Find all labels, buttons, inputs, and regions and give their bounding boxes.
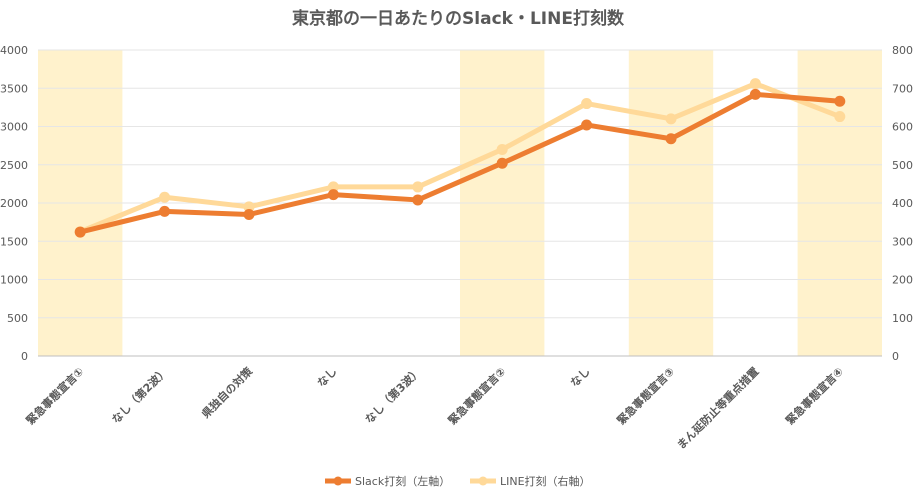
x-axis-categories: 緊急事態宣言① なし（第2波） 県独自の対策 なし なし（第3波） 緊急事態宣言② なし 緊急… — [23, 364, 846, 452]
series-lines — [74, 78, 846, 238]
data-point-slack — [834, 95, 846, 107]
left-y-tick-label: 0 — [21, 350, 28, 363]
legend: Slack打刻（左軸） LINE打刻（右軸） — [325, 474, 591, 488]
data-point-line — [327, 181, 339, 193]
data-point-slack — [74, 226, 86, 238]
right-y-tick-label: 100 — [892, 312, 913, 325]
left-y-tick-label: 4000 — [0, 44, 28, 57]
x-category-label: 緊急事態宣言② — [445, 364, 508, 427]
x-category-label: なし — [568, 365, 593, 390]
right-y-tick-label: 800 — [892, 44, 913, 57]
x-category-label: 緊急事態宣言③ — [614, 364, 677, 427]
series-line-slack — [77, 91, 843, 235]
left-y-axis: 0 500 1000 1500 2000 2500 3000 3500 4000 — [0, 44, 28, 363]
data-point-slack — [412, 194, 424, 206]
left-y-tick-label: 500 — [7, 312, 28, 325]
x-category-label: 緊急事態宣言① — [23, 364, 86, 427]
data-point-line — [243, 201, 255, 213]
x-category-label: まん延防止等重点措置 — [674, 364, 762, 452]
legend-label: Slack打刻（左軸） — [355, 474, 450, 488]
left-y-tick-label: 3000 — [0, 121, 28, 134]
data-point-slack — [496, 157, 508, 169]
left-y-tick-label: 2000 — [0, 197, 28, 210]
x-category-label: なし — [315, 365, 340, 390]
data-point-line — [581, 98, 593, 110]
chart-title: 東京都の一日あたりのSlack・LINE打刻数 — [292, 8, 625, 29]
x-category-label: 県独自の対策 — [199, 364, 256, 421]
right-y-tick-label: 400 — [892, 197, 913, 210]
right-y-tick-label: 500 — [892, 159, 913, 172]
right-y-tick-label: 0 — [892, 350, 899, 363]
data-point-slack — [749, 88, 761, 100]
data-point-line — [665, 113, 677, 125]
x-category-label: 緊急事態宣言④ — [783, 364, 846, 427]
legend-label: LINE打刻（右軸） — [500, 474, 591, 488]
data-point-slack — [665, 133, 677, 145]
data-point-line — [749, 78, 761, 90]
right-y-tick-label: 600 — [892, 121, 913, 134]
data-point-slack — [159, 205, 171, 217]
right-y-tick-label: 300 — [892, 235, 913, 248]
legend-marker — [478, 476, 488, 486]
right-y-tick-label: 200 — [892, 274, 913, 287]
gridlines — [38, 49, 882, 357]
data-point-line — [412, 181, 424, 193]
data-point-line — [834, 111, 846, 123]
left-y-tick-label: 2500 — [0, 159, 28, 172]
legend-marker — [333, 476, 343, 486]
data-point-line — [159, 191, 171, 203]
left-y-tick-label: 3500 — [0, 82, 28, 95]
data-point-slack — [581, 119, 593, 131]
x-category-label: なし（第2波） — [109, 364, 171, 426]
data-point-slack — [243, 208, 255, 220]
right-y-axis: 0 100 200 300 400 500 600 700 800 — [892, 44, 913, 363]
series-line-line — [77, 81, 843, 235]
data-point-line — [496, 143, 508, 155]
left-y-tick-label: 1000 — [0, 274, 28, 287]
right-y-tick-label: 700 — [892, 82, 913, 95]
x-category-label: なし（第3波） — [362, 364, 424, 426]
left-y-tick-label: 1500 — [0, 235, 28, 248]
data-point-slack — [327, 189, 339, 201]
